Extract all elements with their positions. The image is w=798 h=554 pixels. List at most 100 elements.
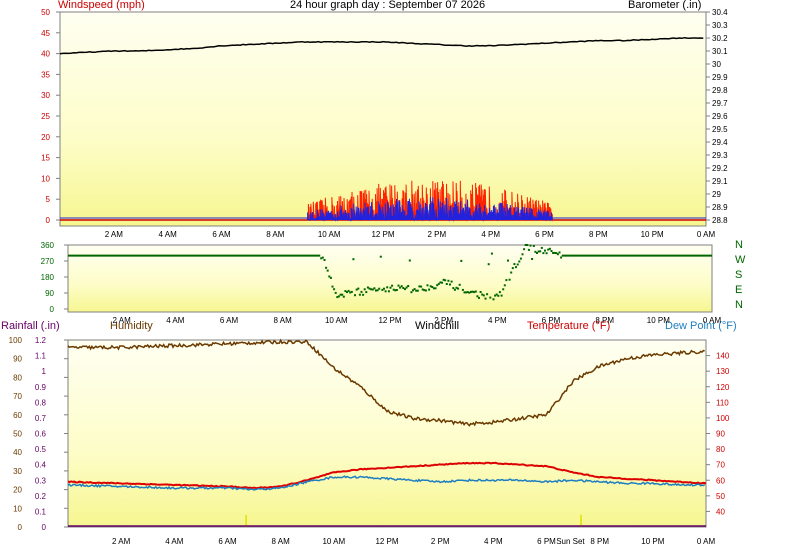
windspeed-tick-1: 5 — [46, 195, 51, 204]
direction-tick-4: 360 — [41, 241, 55, 250]
direction-point — [553, 251, 556, 254]
direction-point — [495, 293, 498, 296]
direction-point — [490, 252, 493, 255]
direction-point — [463, 291, 466, 294]
direction-point — [442, 278, 445, 281]
direction-point — [347, 289, 350, 292]
humidity-tick-7: 70 — [13, 392, 22, 401]
direction-point — [484, 297, 487, 300]
direction-point — [392, 288, 395, 291]
direction-point — [357, 287, 360, 290]
direction-point — [540, 246, 543, 249]
direction-point — [503, 284, 506, 287]
windspeed-x-tick-1: 4 AM — [159, 230, 178, 239]
direction-point — [436, 284, 439, 287]
direction-point — [486, 293, 489, 296]
direction-point — [487, 263, 490, 266]
direction-point — [548, 247, 551, 250]
direction-point — [410, 291, 413, 294]
direction-point — [511, 267, 514, 270]
direction-point — [479, 291, 482, 293]
direction-x-tick-2: 6 AM — [220, 316, 239, 325]
barometer-tick-3: 29.1 — [712, 177, 728, 186]
direction-point — [339, 293, 342, 296]
direction-point — [376, 289, 379, 292]
direction-point — [350, 290, 353, 293]
rainfall-axis-label: Rainfall (.in) — [1, 320, 60, 332]
windspeed-tick-8: 40 — [41, 50, 50, 59]
direction-point — [444, 279, 447, 282]
windspeed-x-tick-10: 10 PM — [641, 230, 664, 239]
humidity-tick-0: 0 — [18, 523, 23, 532]
direction-point — [378, 287, 381, 290]
windchill-legend-label: Windchill — [415, 320, 460, 332]
direction-point — [325, 266, 328, 269]
direction-point — [542, 252, 545, 255]
barometer-series — [59, 36, 704, 55]
temp-tick-10: 140 — [716, 352, 730, 361]
windspeed-tick-0: 0 — [46, 216, 51, 225]
chart-title: 24 hour graph day : September 07 2026 — [290, 0, 486, 11]
temperature-plot-area — [67, 339, 707, 528]
direction-point — [387, 290, 390, 293]
barometer-tick-0: 28.8 — [712, 216, 728, 225]
temp-x-tick-8: 6 PM — [537, 537, 556, 546]
temp-tick-6: 100 — [716, 414, 730, 423]
temp-tick-9: 130 — [716, 367, 730, 376]
windspeed-tick-2: 10 — [41, 174, 50, 183]
direction-point — [458, 283, 461, 286]
direction-point — [544, 249, 546, 252]
temp-x-tick-1: 4 AM — [165, 537, 184, 546]
direction-point — [341, 293, 344, 296]
humidity-tick-6: 60 — [13, 411, 22, 420]
direction-point — [455, 286, 458, 289]
direction-point — [558, 251, 561, 254]
direction-x-tick-6: 2 PM — [434, 316, 453, 325]
direction-point — [400, 285, 403, 288]
temp-x-tick-3: 8 AM — [272, 537, 291, 546]
windspeed-x-tick-6: 2 PM — [427, 230, 446, 239]
temp-x-tick-4: 10 AM — [322, 537, 345, 546]
direction-point — [498, 291, 501, 294]
direction-point — [529, 244, 532, 247]
direction-point — [368, 287, 371, 290]
direction-point — [389, 286, 392, 289]
windspeed-x-tick-5: 12 PM — [371, 230, 394, 239]
compass-label-1: W — [735, 254, 746, 266]
humidity-tick-10: 100 — [9, 336, 23, 345]
barometer-tick-1: 28.9 — [712, 203, 728, 212]
direction-point — [441, 281, 443, 284]
direction-point — [521, 253, 524, 256]
direction-point — [326, 269, 329, 272]
direction-point — [492, 298, 495, 301]
direction-point — [545, 252, 548, 255]
direction-point — [360, 290, 363, 293]
windspeed-tick-5: 25 — [41, 112, 50, 121]
barometer-tick-14: 30.2 — [712, 34, 728, 43]
direction-point — [461, 288, 464, 291]
direction-point — [560, 256, 563, 259]
direction-point — [328, 275, 331, 278]
direction-point — [329, 276, 332, 279]
direction-point — [358, 293, 361, 296]
direction-point — [365, 291, 368, 294]
direction-point — [526, 244, 529, 246]
direction-x-tick-5: 12 PM — [378, 316, 401, 325]
direction-point — [434, 287, 437, 290]
direction-point — [489, 296, 492, 299]
direction-x-tick-1: 4 AM — [166, 316, 185, 325]
direction-point — [466, 291, 469, 294]
windspeed-tick-4: 20 — [41, 133, 50, 142]
temp-tick-4: 80 — [716, 445, 725, 454]
direction-point — [539, 250, 542, 253]
direction-x-tick-11: 0 AM — [703, 316, 722, 325]
direction-point — [336, 296, 339, 299]
direction-point — [379, 255, 382, 258]
windspeed-tick-3: 15 — [41, 154, 50, 163]
windspeed-tick-6: 30 — [41, 91, 50, 100]
windspeed-x-tick-7: 4 PM — [481, 230, 500, 239]
direction-point — [391, 284, 394, 287]
direction-point — [418, 285, 421, 288]
direction-point — [407, 285, 410, 287]
